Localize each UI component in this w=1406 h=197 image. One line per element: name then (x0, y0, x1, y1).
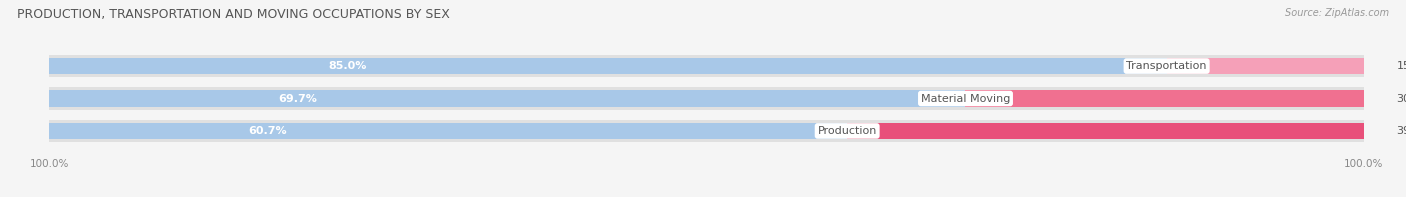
Bar (966, 90, 1364, 107)
Bar (49, 58, 1167, 74)
Text: 39.3%: 39.3% (1396, 126, 1406, 136)
Bar (49, 55, 1364, 77)
Text: Material Moving: Material Moving (921, 94, 1010, 103)
Bar (49, 87, 1364, 110)
Text: 60.7%: 60.7% (249, 126, 287, 136)
Text: 69.7%: 69.7% (278, 94, 318, 103)
Bar (1167, 58, 1364, 74)
Text: 85.0%: 85.0% (329, 61, 367, 71)
Text: Production: Production (817, 126, 877, 136)
Text: Source: ZipAtlas.com: Source: ZipAtlas.com (1285, 8, 1389, 18)
Text: 30.3%: 30.3% (1396, 94, 1406, 103)
Bar (848, 123, 1364, 139)
Text: PRODUCTION, TRANSPORTATION AND MOVING OCCUPATIONS BY SEX: PRODUCTION, TRANSPORTATION AND MOVING OC… (17, 8, 450, 21)
Text: 15.0%: 15.0% (1396, 61, 1406, 71)
Bar (49, 120, 1364, 142)
Text: Transportation: Transportation (1126, 61, 1206, 71)
Bar (49, 123, 848, 139)
Bar (49, 90, 966, 107)
